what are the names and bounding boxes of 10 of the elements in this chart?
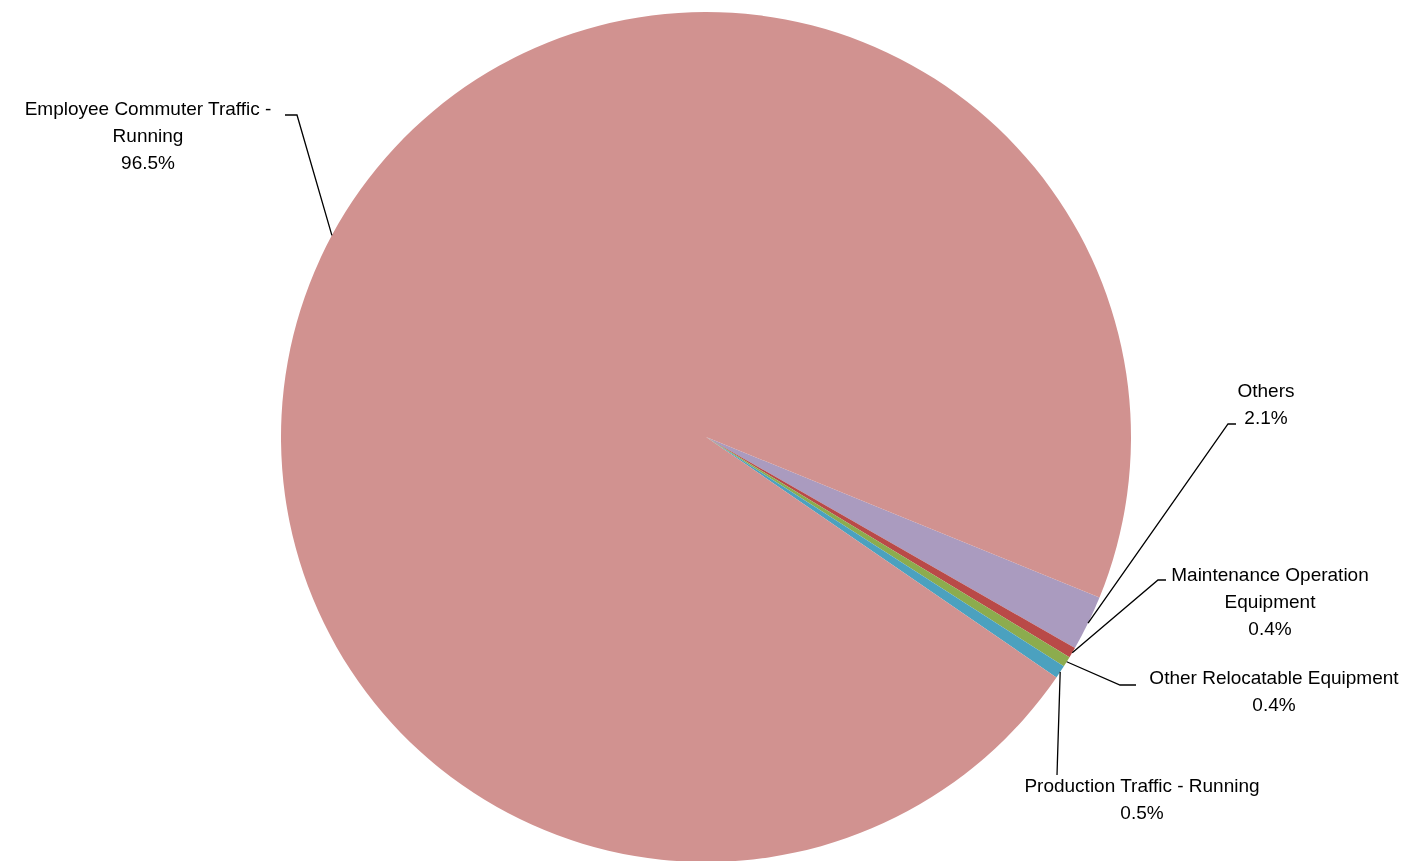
data-label: 2.1% [1244, 406, 1288, 428]
slice-label: Employee Commuter Traffic - Running [24, 97, 272, 146]
slice-label: Others [1237, 379, 1295, 401]
slice-label: Other Relocatable Equipment [1149, 666, 1400, 688]
data-label: 0.5% [1120, 801, 1164, 823]
slice-label: Maintenance Operation Equipment [1171, 563, 1369, 612]
slice-label: Production Traffic - Running [1024, 774, 1260, 796]
data-label: 0.4% [1248, 617, 1292, 639]
data-label: 96.5% [121, 151, 176, 173]
data-label: 0.4% [1252, 693, 1296, 715]
